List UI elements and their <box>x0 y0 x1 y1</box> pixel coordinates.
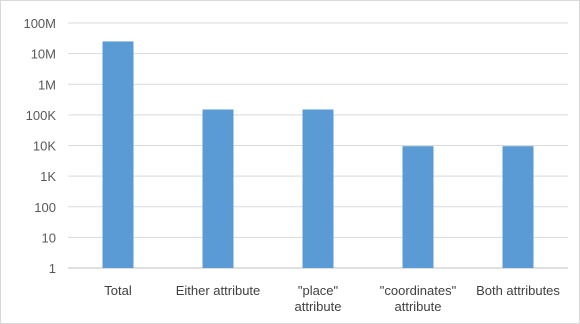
x-tick-label: "coordinates" attribute <box>380 283 457 314</box>
x-tick-label-line: Both attributes <box>476 283 560 298</box>
y-axis-ticks: 1 10 100 1K 10K 100K 1M 10M 100M <box>23 16 56 276</box>
x-tick-label-line: attribute <box>395 299 442 314</box>
y-tick-label: 100 <box>34 200 56 215</box>
bar <box>502 146 534 268</box>
bar <box>102 41 134 269</box>
x-tick-label-line: "place" <box>298 283 339 298</box>
y-tick-label: 100M <box>23 16 56 31</box>
bar <box>402 146 434 268</box>
x-tick-label-line: Total <box>104 283 132 298</box>
bar <box>302 109 334 268</box>
x-tick-label: Both attributes <box>476 283 560 298</box>
x-tick-label: Total <box>104 283 132 298</box>
x-tick-label-line: attribute <box>295 299 342 314</box>
y-tick-label: 10 <box>42 230 56 245</box>
y-tick-label: 100K <box>26 108 57 123</box>
x-tick-label: "place" attribute <box>295 283 342 314</box>
x-tick-label-line: Either attribute <box>176 283 261 298</box>
y-tick-label: 1M <box>38 77 56 92</box>
x-tick-label-line: "coordinates" <box>380 283 457 298</box>
y-tick-label: 10K <box>33 139 56 154</box>
x-tick-label: Either attribute <box>176 283 261 298</box>
y-tick-label: 10M <box>31 47 56 62</box>
bars <box>102 41 534 269</box>
y-tick-label: 1 <box>49 261 56 276</box>
y-tick-label: 1K <box>40 169 56 184</box>
x-axis-ticks: Total Either attribute "place" attribute"co… <box>104 283 560 314</box>
bar <box>202 109 234 268</box>
